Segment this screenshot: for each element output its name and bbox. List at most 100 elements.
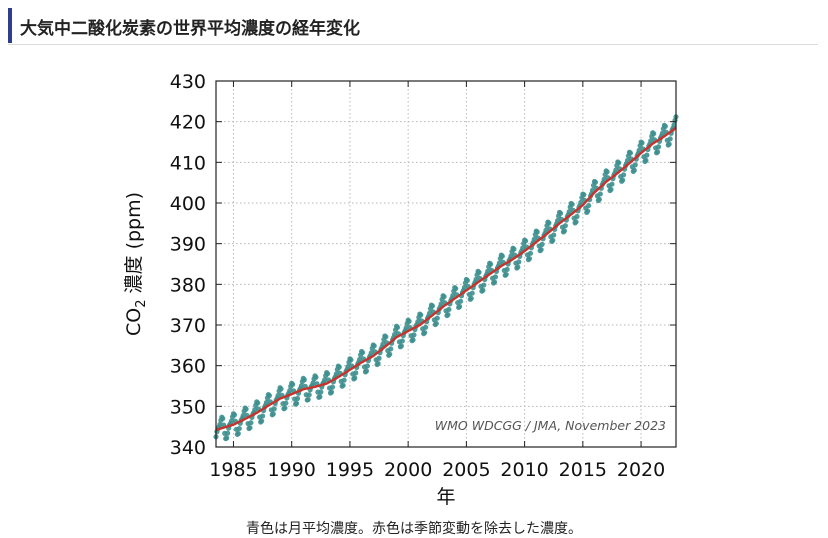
monthly-point [434,315,440,321]
monthly-point [270,411,276,417]
x-tick-label: 2020 [617,459,665,481]
monthly-point [539,241,545,247]
monthly-point [562,223,568,229]
monthly-point [287,387,293,394]
monthly-point [375,360,381,367]
monthly-point [371,343,377,349]
monthly-point [557,210,564,216]
monthly-point [527,250,534,256]
monthly-point [298,383,304,389]
x-axis-title: 年 [436,486,455,508]
monthly-point [345,364,351,370]
monthly-point [464,277,470,284]
monthly-point [275,392,281,399]
monthly-point [418,312,424,318]
deseasonalized-line [215,126,677,432]
monthly-point [441,294,447,300]
monthly-point [411,332,417,338]
y-tick-label: 410 [170,152,206,174]
monthly-point [415,319,421,325]
monthly-point [359,349,366,356]
y-tick-label: 350 [170,396,206,418]
monthly-point [503,271,509,278]
monthly-point [538,247,544,253]
monthly-point [522,238,529,244]
monthly-point [352,375,358,381]
monthly-point [485,268,491,274]
monthly-point [550,237,556,243]
monthly-point [235,430,241,437]
x-tick-label: 1990 [268,459,316,481]
monthly-point [499,253,505,259]
y-tick-label: 360 [170,356,206,378]
monthly-point [608,186,614,193]
monthly-point [586,202,592,209]
y-tick-label: 380 [170,274,206,296]
monthly-point [255,400,261,406]
y-tick-label: 430 [170,71,206,93]
monthly-point [322,377,328,383]
monthly-point [259,413,266,419]
monthly-point [325,371,331,377]
monthly-point [450,293,456,299]
y-axis-title-pre: CO [123,308,145,336]
monthly-point [461,284,468,291]
monthly-point [492,274,499,280]
x-tick-label: 2010 [500,459,548,481]
x-tick-label: 1995 [326,459,374,481]
monthly-point [305,396,311,403]
monthly-point [631,167,637,173]
monthly-point [429,303,436,309]
monthly-point [376,355,382,361]
monthly-point [341,377,347,383]
monthly-point [632,162,638,168]
credit-text: WMO WDCGG / JMA, November 2023 [435,418,666,433]
monthly-point [639,140,645,146]
monthly-point [231,412,238,418]
monthly-point [220,415,226,422]
monthly-point [387,351,393,357]
monthly-point [476,269,482,275]
y-tick-label: 340 [170,437,206,459]
y-tick-label: 420 [170,112,206,134]
monthly-point [423,324,429,330]
y-axis-title-post: 濃度 (ppm) [123,192,145,300]
tick-labels: 1985 1990 1995 2000 2005 2010 2015 2020 340 350 36… [170,71,676,481]
deseasonalized-series [215,126,677,432]
monthly-point [597,191,603,197]
monthly-point [468,295,474,301]
y-tick-label: 390 [170,234,206,256]
monthly-point [445,312,451,318]
monthly-point [422,329,428,336]
monthly-point [654,149,661,155]
monthly-point [224,435,230,441]
monthly-point [508,253,514,259]
y-axis-title-sub: 2 [134,300,149,308]
monthly-point [217,421,223,428]
monthly-point [620,177,626,183]
monthly-point [644,152,650,158]
monthly-point [662,123,668,129]
monthly-point [252,406,258,413]
monthly-point [469,290,475,296]
monthly-point [329,384,336,390]
monthly-point [592,179,599,185]
monthly-point [310,380,316,386]
monthly-point [364,363,370,369]
y-tick-label: 370 [170,315,206,337]
monthly-point [569,201,575,207]
monthly-point [651,131,657,137]
monthly-point [318,389,324,395]
monthly-point [283,400,289,406]
monthly-point [403,325,409,331]
monthly-point [534,229,540,235]
monthly-point [643,157,649,163]
monthly-point [383,334,389,340]
monthly-point [574,213,580,220]
figure-caption: 青色は月平均濃度。赤色は季節変動を除去した濃度。 [246,521,582,537]
monthly-point [446,306,452,313]
monthly-point [353,370,359,376]
monthly-point [496,260,502,266]
